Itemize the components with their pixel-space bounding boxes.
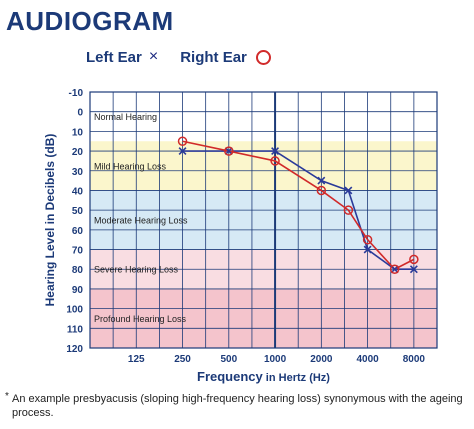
y-axis-label: Hearing Level in Decibels (dB) — [43, 134, 57, 307]
y-tick-label: 100 — [66, 305, 83, 316]
x-tick-label: 125 — [128, 354, 145, 365]
left-ear-point — [390, 265, 399, 274]
x-tick-label: 500 — [220, 354, 237, 365]
left-ear-point — [178, 147, 187, 156]
x-tick-label: 1000 — [264, 354, 287, 365]
band-label: Severe Hearing Loss — [94, 265, 179, 275]
legend-circle-icon — [255, 49, 271, 65]
right-ear-point — [224, 146, 234, 156]
left-ear-point — [409, 265, 418, 274]
legend-x-icon: × — [148, 48, 159, 65]
footnote-star: * — [5, 391, 9, 402]
y-tick-label: 60 — [72, 226, 84, 237]
right-ear-point — [177, 136, 188, 146]
series-line-1 — [182, 140, 415, 271]
series-line-0 — [182, 150, 414, 271]
legend-label-left-ear: Left Ear — [86, 48, 142, 66]
left-ear-point — [317, 176, 326, 185]
x-tick-label: 4000 — [356, 354, 379, 365]
legend-item-left-ear: Left Ear × — [86, 48, 158, 66]
y-tick-label: 80 — [72, 265, 84, 276]
x-tick-label: 8000 — [403, 354, 426, 365]
left-ear-point — [224, 147, 233, 156]
y-tick-label: 0 — [77, 108, 83, 119]
right-ear-point — [409, 254, 419, 265]
right-ear-point — [362, 234, 373, 245]
y-tick-label: 90 — [72, 285, 84, 296]
legend-item-right-ear: Right Ear — [180, 49, 271, 66]
band-label: Normal Hearing — [94, 112, 157, 122]
right-ear-point — [316, 185, 327, 196]
right-ear-point — [389, 264, 400, 274]
left-ear-point — [344, 186, 353, 195]
y-tick-label: 70 — [72, 246, 84, 257]
x-tick-label: 250 — [174, 354, 191, 365]
left-ear-point — [271, 147, 280, 156]
left-ear-point — [363, 245, 372, 254]
band-4 — [90, 288, 437, 348]
y-tick-label: 120 — [66, 344, 83, 355]
y-tick-label: 40 — [72, 186, 84, 197]
band-2 — [90, 190, 437, 250]
x-tick-label: 2000 — [310, 354, 333, 365]
y-tick-label: -10 — [69, 88, 84, 99]
footnote: * An example presbyacusis (sloping high-… — [5, 391, 464, 420]
band-label: Moderate Hearing Loss — [94, 216, 188, 226]
footnote-text: An example presbyacusis (sloping high-fr… — [12, 393, 463, 419]
y-tick-label: 10 — [72, 127, 84, 138]
y-tick-label: 50 — [72, 206, 84, 217]
legend-label-right-ear: Right Ear — [180, 48, 247, 66]
y-tick-label: 30 — [72, 167, 84, 178]
band-label: Mild Hearing Loss — [94, 161, 167, 171]
y-tick-label: 110 — [67, 324, 84, 335]
y-tick-label: 20 — [72, 147, 84, 158]
band-1 — [90, 141, 437, 191]
right-ear-point — [270, 156, 280, 166]
audiogram-chart: -10 0 10 20 30 40 50 60 70 80 90 100 110 120 125 250 500… — [43, 88, 438, 384]
plot-border — [89, 91, 438, 349]
right-ear-point — [343, 205, 354, 215]
legend: Left Ear × Right Ear — [86, 48, 271, 66]
band-0 — [90, 92, 437, 142]
x-axis-label: Frequency in Hertz (Hz) — [197, 369, 330, 384]
band-label: Profound Hearing Loss — [94, 314, 187, 324]
chart-title: AUDIOGRAM — [6, 6, 174, 36]
